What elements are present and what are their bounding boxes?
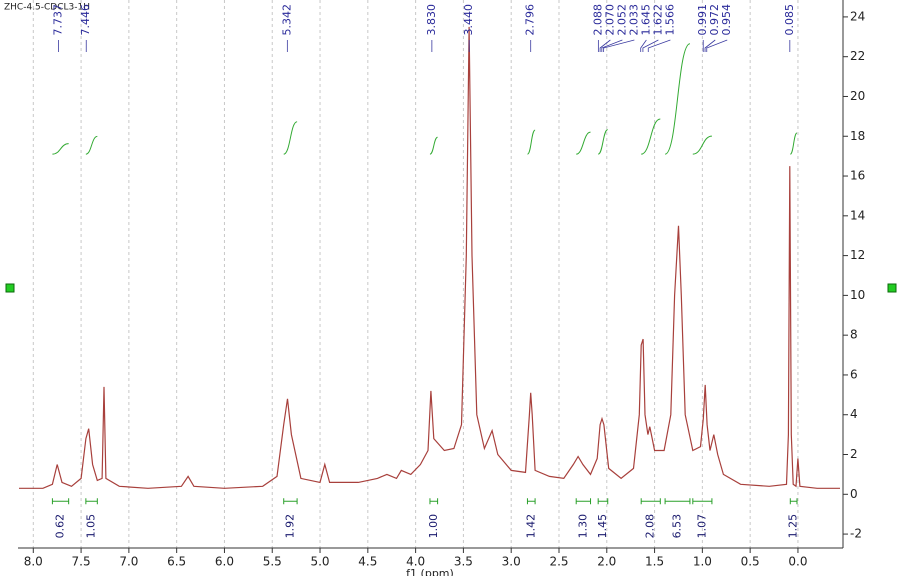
peak-leader xyxy=(642,39,659,52)
integral-bracket xyxy=(640,498,661,505)
peak-label: 7.446 xyxy=(79,4,92,36)
y-tick-label: 22 xyxy=(850,49,865,63)
x-tick-label: 2.5 xyxy=(549,555,568,569)
y-tick-label: 2 xyxy=(850,447,858,461)
peak-label: 7.737 xyxy=(51,4,64,36)
integral-label: 6.53 xyxy=(671,514,684,539)
integral-bracket xyxy=(85,498,98,505)
integral-curve xyxy=(52,143,69,155)
x-tick-label: 8.0 xyxy=(24,555,43,569)
peak-label: 5.342 xyxy=(280,4,293,36)
x-tick-label: 0.0 xyxy=(788,555,807,569)
integral-label: 1.00 xyxy=(427,514,440,539)
integral-label: 1.07 xyxy=(695,514,708,539)
integral-bracket xyxy=(283,498,298,505)
y-tick-label: 24 xyxy=(850,9,865,23)
peak-label: 2.033 xyxy=(627,4,640,36)
integral-bracket xyxy=(575,498,592,505)
integral-label: 0.62 xyxy=(54,514,67,539)
peak-label: 2.070 xyxy=(603,4,616,36)
y-tick-label: 14 xyxy=(850,208,865,222)
chart-title: ZHC-4.5-CDCL3-1H xyxy=(4,3,90,13)
y-tick-label: -2 xyxy=(850,527,862,541)
integral-curve xyxy=(576,131,591,155)
y-tick-label: 0 xyxy=(850,487,858,501)
x-tick-label: 4.5 xyxy=(358,555,377,569)
integral-label: 1.30 xyxy=(576,514,589,539)
integral-bracket xyxy=(597,498,609,505)
x-tick-label: 4.0 xyxy=(406,555,425,569)
integral-bracket xyxy=(429,498,439,505)
x-axis-label: f1 (ppm) xyxy=(406,567,454,576)
integral-bracket xyxy=(526,498,536,505)
peak-leader xyxy=(706,39,728,52)
x-tick-label: 5.0 xyxy=(310,555,329,569)
integral-curve xyxy=(692,135,713,155)
peak-leader xyxy=(640,39,647,52)
resize-handle[interactable] xyxy=(887,283,897,293)
integral-bracket xyxy=(692,498,713,505)
x-tick-label: 6.5 xyxy=(167,555,186,569)
x-tick-label: 5.5 xyxy=(263,555,282,569)
x-tick-label: 0.5 xyxy=(741,555,760,569)
x-tick-label: 7.0 xyxy=(119,555,138,569)
integral-label: 1.25 xyxy=(787,514,800,539)
peak-label: 1.645 xyxy=(639,4,652,36)
integral-curve xyxy=(597,129,609,155)
peak-label: 0.085 xyxy=(783,4,796,36)
peak-label: 3.830 xyxy=(425,4,438,36)
integral-bracket xyxy=(51,498,70,505)
x-tick-label: 3.5 xyxy=(454,555,473,569)
peak-label: 1.622 xyxy=(651,4,664,36)
peak-leader xyxy=(603,39,635,52)
integral-curve xyxy=(641,118,661,155)
integral-curve xyxy=(526,129,536,155)
spectrum-line xyxy=(19,26,840,489)
y-tick-label: 8 xyxy=(850,328,858,342)
integral-curve xyxy=(664,43,691,155)
integral-label: 1.05 xyxy=(85,514,98,539)
peak-leader xyxy=(647,39,671,52)
integral-bracket xyxy=(664,498,691,505)
peak-leader xyxy=(599,39,611,52)
integral-curve xyxy=(789,132,798,155)
peak-label: 2.088 xyxy=(591,4,604,36)
integral-label: 1.45 xyxy=(596,514,609,539)
integral-curve xyxy=(283,121,298,155)
peak-leader xyxy=(601,39,623,52)
integral-curve xyxy=(85,135,98,155)
integral-label: 1.92 xyxy=(283,514,296,539)
y-tick-label: 12 xyxy=(850,248,865,262)
x-tick-label: 1.5 xyxy=(645,555,664,569)
y-tick-label: 18 xyxy=(850,129,865,143)
peak-label: 0.991 xyxy=(696,4,709,36)
peak-label: 0.954 xyxy=(720,4,733,36)
x-tick-label: 3.0 xyxy=(502,555,521,569)
peak-label: 0.972 xyxy=(708,4,721,36)
y-tick-label: 16 xyxy=(850,169,865,183)
peak-label: 2.052 xyxy=(615,4,628,36)
resize-handle[interactable] xyxy=(5,283,15,293)
x-tick-label: 2.0 xyxy=(597,555,616,569)
peak-label: 2.796 xyxy=(524,4,537,36)
y-tick-label: 20 xyxy=(850,89,865,103)
x-tick-label: 7.5 xyxy=(72,555,91,569)
integral-label: 2.08 xyxy=(644,514,657,539)
peak-label: 3.440 xyxy=(462,4,475,36)
x-tick-label: 6.0 xyxy=(215,555,234,569)
integral-curve xyxy=(429,136,438,155)
y-tick-label: 4 xyxy=(850,407,858,421)
peak-label: 1.566 xyxy=(663,4,676,36)
y-tick-label: 6 xyxy=(850,367,858,381)
x-tick-label: 1.0 xyxy=(693,555,712,569)
peak-leader xyxy=(704,39,716,52)
integral-label: 1.42 xyxy=(524,514,537,539)
y-tick-label: 10 xyxy=(850,288,865,302)
integral-bracket xyxy=(789,498,798,505)
